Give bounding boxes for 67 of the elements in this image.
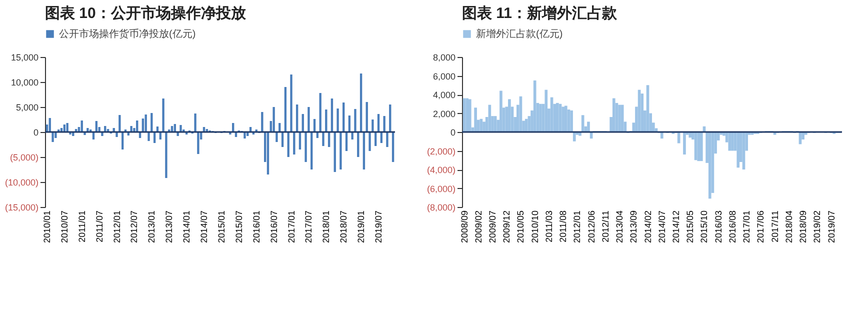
- x-tick-label: 2015/05: [685, 210, 696, 244]
- x-tick-label: 2019/01: [356, 210, 366, 244]
- y-tick-label: (8,000): [426, 202, 456, 212]
- x-tick-label: 2012/01: [112, 210, 122, 244]
- x-tick-label: 2019/02: [812, 210, 822, 244]
- x-tick-label: 2015/01: [216, 210, 226, 244]
- x-tick-label: 2010/07: [59, 210, 70, 244]
- x-tick-label: 2013/07: [164, 210, 174, 244]
- x-tick-label: 2008/09: [459, 210, 470, 244]
- y-tick-label: (15,000): [4, 202, 38, 212]
- x-tick-label: 2011/01: [76, 210, 87, 242]
- x-tick-label: 2012/01: [572, 210, 582, 244]
- x-tick-label: 2019/07: [373, 210, 384, 244]
- x-tick-label: 2016/08: [727, 210, 738, 244]
- y-tick-label: 5,000: [16, 102, 38, 112]
- x-tick-label: 2018/07: [338, 210, 349, 244]
- x-tick-label: 2017/01: [286, 210, 296, 244]
- y-tick-label: 2,000: [432, 108, 456, 119]
- y-tick-label: 10,000: [10, 78, 38, 88]
- y-tick-label: (4,000): [426, 165, 456, 175]
- x-tick-label: 2014/02: [642, 210, 653, 244]
- x-tick-label: 2016/03: [713, 210, 724, 244]
- x-tick-label: 2017/01: [742, 210, 752, 244]
- x-tick-label: 2009/07: [487, 210, 498, 244]
- x-tick-label: 2013/04: [614, 210, 625, 244]
- x-tick-label: 2015/07: [234, 210, 244, 244]
- x-tick-label: 2012/07: [129, 210, 140, 244]
- x-tick-label: 2014/12: [670, 210, 681, 244]
- x-tick-label: 2018/01: [321, 210, 332, 244]
- y-tick-label: (2,000): [426, 146, 456, 156]
- y-tick-label: 4,000: [432, 90, 456, 100]
- x-tick-label: 2014/01: [182, 210, 192, 244]
- x-tick-label: 2017/11: [770, 210, 780, 242]
- x-tick-label: 2011/08: [558, 210, 568, 242]
- x-tick-label: 2016/07: [268, 210, 279, 244]
- x-tick-label: 2010/01: [42, 210, 52, 244]
- y-tick-label: 15,000: [10, 52, 38, 62]
- x-tick-label: 2011/07: [94, 210, 104, 242]
- x-tick-label: 2011/03: [544, 210, 554, 242]
- x-tick-label: 2012/06: [586, 210, 596, 244]
- legend-label: 新增外汇占款(亿元): [476, 28, 563, 40]
- chart-title: 图表 11：新增外汇占款: [462, 4, 618, 22]
- y-tick-label: 0: [450, 128, 456, 138]
- chart-title: 图表 10：公开市场操作净投放: [45, 4, 247, 22]
- x-tick-label: 2015/10: [699, 210, 710, 244]
- x-tick-label: 2013/09: [628, 210, 639, 244]
- x-tick-label: 2010/05: [516, 210, 526, 244]
- y-tick-label: (5,000): [10, 152, 38, 162]
- x-tick-label: 2018/04: [784, 210, 794, 244]
- x-tick-label: 2016/01: [251, 210, 262, 244]
- legend-label: 公开市场操作货币净投放(亿元): [59, 28, 196, 40]
- y-tick-label: (10,000): [4, 178, 38, 188]
- x-tick-label: 2019/07: [826, 210, 836, 244]
- x-tick-label: 2018/09: [798, 210, 808, 244]
- x-tick-label: 2014/07: [656, 210, 667, 244]
- y-tick-label: 8,000: [432, 52, 456, 62]
- x-tick-label: 2013/01: [146, 210, 157, 244]
- x-tick-label: 2010/10: [530, 210, 540, 244]
- x-tick-label: 2009/12: [502, 210, 512, 244]
- x-tick-label: 2009/02: [473, 210, 484, 244]
- x-tick-label: 2012/11: [600, 210, 610, 242]
- y-tick-label: 0: [33, 128, 38, 138]
- y-tick-label: (6,000): [426, 184, 456, 194]
- x-tick-label: 2017/07: [304, 210, 314, 244]
- x-tick-label: 2017/06: [756, 210, 766, 244]
- y-tick-label: 6,000: [432, 71, 456, 82]
- x-tick-label: 2014/07: [199, 210, 210, 244]
